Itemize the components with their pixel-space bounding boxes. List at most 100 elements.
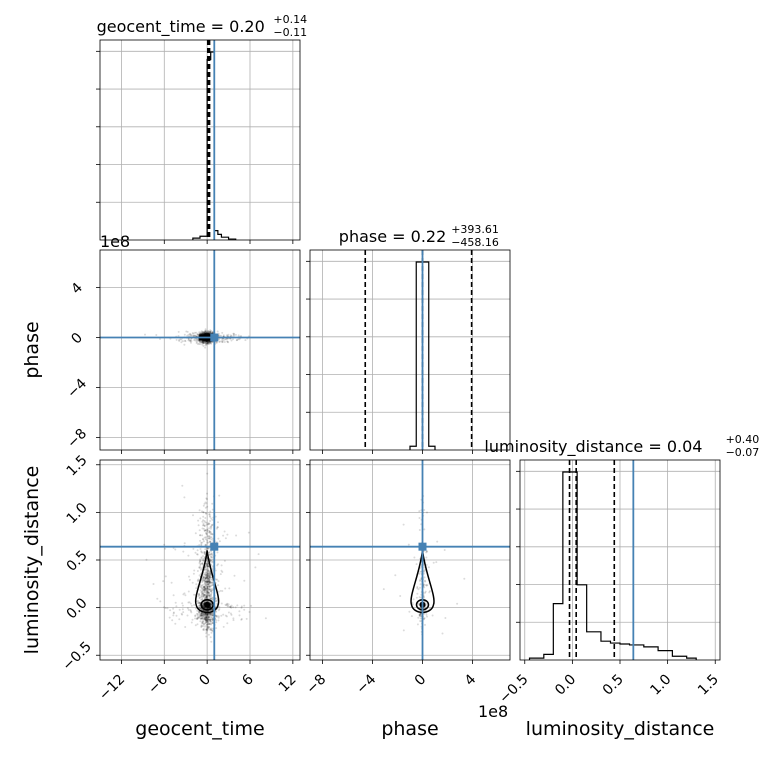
title-geocent_time: geocent_time = 0.20 [97, 17, 265, 37]
panel-geocent_time-vs-phase-point [207, 338, 210, 341]
panel-phase-vs-luminosity_distance-truth-marker [418, 542, 427, 551]
panel-geocent_time-vs-phase-point [207, 331, 210, 334]
panel-geocent_time-vs-phase-point [207, 332, 210, 335]
panel-geocent_time-vs-luminosity_distance-point [209, 540, 212, 543]
panel-phase-vs-luminosity_distance-point [417, 616, 420, 619]
panel-geocent_time-vs-luminosity_distance-point [206, 588, 209, 590]
panel-geocent_time-vs-luminosity_distance-point [210, 536, 213, 539]
panel-geocent_time-vs-luminosity_distance-point [196, 553, 198, 556]
panel-geocent_time-vs-phase-point [207, 333, 210, 336]
panel-geocent_time-vs-luminosity_distance-point [208, 591, 211, 594]
panel-geocent_time-vs-phase-point [207, 338, 209, 341]
panel-geocent_time-vs-phase-point [240, 335, 242, 337]
panel-geocent_time-vs-luminosity_distance-point [211, 618, 214, 621]
panel-geocent_time-vs-luminosity_distance-point [207, 616, 210, 618]
panel-geocent_time-vs-luminosity_distance-point [206, 528, 209, 531]
panel-geocent_time-vs-luminosity_distance-point [207, 616, 210, 619]
panel-geocent_time-vs-luminosity_distance-point [210, 613, 213, 616]
panel-geocent_time-vs-luminosity_distance-point [201, 551, 204, 554]
panel-geocent_time-vs-phase-point [208, 334, 211, 337]
panel-geocent_time-vs-phase-point [207, 339, 210, 342]
panel-geocent_time-vs-luminosity_distance-point [206, 613, 209, 616]
panel-geocent_time-vs-luminosity_distance-point [205, 577, 208, 580]
panel-geocent_time-vs-luminosity_distance-point [205, 576, 208, 579]
panel-phase-vs-luminosity_distance-point [410, 615, 413, 618]
panel-geocent_time-vs-luminosity_distance-point [206, 505, 209, 508]
panel-geocent_time-vs-luminosity_distance-point [199, 517, 202, 520]
panel-geocent_time-vs-phase-point [207, 334, 210, 337]
panel-geocent_time-vs-phase-point [208, 338, 211, 341]
panel-geocent_time-vs-phase-point [204, 331, 207, 333]
panel-geocent_time-vs-luminosity_distance-point [203, 612, 206, 615]
panel-geocent_time-vs-phase-point [207, 332, 210, 335]
panel-geocent_time-vs-phase-point [224, 338, 226, 341]
panel-geocent_time-vs-phase-point [205, 332, 208, 335]
panel-geocent_time-vs-luminosity_distance-point [203, 614, 205, 617]
panel-geocent_time-vs-luminosity_distance-point [209, 584, 212, 587]
panel-geocent_time-vs-luminosity_distance-point [205, 615, 208, 618]
panel-geocent_time-vs-phase-point [207, 333, 210, 336]
panel-geocent_time-vs-phase-point [207, 339, 210, 341]
panel-geocent_time-vs-luminosity_distance-point [197, 602, 199, 605]
panel-geocent_time-vs-luminosity_distance-point [207, 616, 210, 619]
panel-geocent_time-vs-phase-point [234, 333, 237, 336]
title-geocent_time-plus: +0.14 [273, 13, 307, 26]
panel-geocent_time-vs-luminosity_distance-point [205, 619, 208, 622]
panel-geocent_time-vs-luminosity_distance-point [182, 550, 185, 553]
panel-geocent_time-vs-luminosity_distance-point [209, 615, 212, 618]
panel-geocent_time-vs-luminosity_distance-point [204, 618, 207, 621]
panel-geocent_time-vs-phase-point [192, 332, 195, 335]
panel-geocent_time-vs-phase-point [207, 339, 210, 342]
panel-geocent_time-vs-phase-point [207, 341, 210, 344]
panel-geocent_time-vs-luminosity_distance-point [207, 591, 210, 594]
panel-geocent_time-vs-luminosity_distance-point [206, 629, 209, 632]
panel-geocent_time-vs-phase-point [200, 332, 202, 335]
panel-geocent_time-vs-luminosity_distance-point [254, 566, 257, 569]
panel-geocent_time-vs-luminosity_distance-point [198, 613, 201, 616]
panel-geocent_time-vs-luminosity_distance-point [208, 513, 211, 516]
panel-geocent_time-vs-luminosity_distance-point [211, 584, 213, 587]
panel-phase-vs-luminosity_distance-point [382, 588, 385, 591]
panel-geocent_time-vs-luminosity_distance-point [202, 612, 205, 615]
panel-phase-vs-luminosity_distance-point [394, 574, 397, 577]
panel-geocent_time-vs-luminosity_distance-point [208, 588, 211, 591]
panel-phase-vs-luminosity_distance-point [427, 566, 430, 569]
panel-geocent_time-vs-luminosity_distance-point [183, 496, 186, 499]
panel-geocent_time-vs-luminosity_distance-point [172, 607, 175, 610]
panel-geocent_time-vs-luminosity_distance-point [196, 618, 199, 621]
panel-phase-vs-luminosity_distance-point [419, 583, 422, 586]
panel-geocent_time-vs-luminosity_distance-point [201, 524, 204, 527]
panel-geocent_time-vs-luminosity_distance-point [217, 584, 220, 587]
panel-geocent_time-vs-luminosity_distance-point [198, 529, 201, 532]
panel-geocent_time-vs-luminosity_distance-point [207, 569, 209, 572]
ytick-label-phase-0: −8 [64, 426, 90, 452]
panel-geocent_time-vs-luminosity_distance-point [211, 614, 214, 617]
panel-geocent_time-vs-luminosity_distance-point [199, 559, 202, 562]
panel-geocent_time-vs-luminosity_distance-point [230, 606, 233, 609]
panel-geocent_time-vs-luminosity_distance-point [191, 618, 194, 621]
panel-geocent_time-vs-luminosity_distance-point [174, 548, 177, 551]
panel-geocent_time-vs-phase-point [199, 343, 202, 346]
panel-geocent_time-vs-phase-point [184, 340, 187, 343]
panel-geocent_time-vs-luminosity_distance-point [202, 511, 205, 514]
panel-geocent_time-vs-phase-point [207, 338, 210, 341]
panel-geocent_time-vs-luminosity_distance-point [207, 547, 210, 550]
panel-geocent_time-vs-luminosity_distance-point [204, 622, 206, 625]
panel-geocent_time-vs-phase-point [238, 338, 241, 341]
panel-geocent_time-vs-luminosity_distance-point [206, 574, 209, 577]
panel-geocent_time-vs-luminosity_distance-point [201, 621, 204, 624]
panel-geocent_time-vs-luminosity_distance-point [198, 604, 200, 607]
panel-geocent_time-vs-phase-point [207, 334, 210, 336]
panel-geocent_time-vs-phase-point [189, 333, 192, 336]
panel-geocent_time-vs-luminosity_distance-point [202, 504, 205, 507]
panel-geocent_time-vs-phase-point [208, 331, 211, 334]
panel-geocent_time-vs-phase-point [207, 333, 210, 336]
panel-geocent_time-vs-luminosity_distance-point [206, 614, 208, 617]
panel-geocent_time-vs-luminosity_distance-point [207, 578, 210, 581]
panel-geocent_time-vs-luminosity_distance-point [211, 620, 214, 623]
panel-geocent_time-vs-phase-point [187, 338, 190, 341]
panel-geocent_time-vs-luminosity_distance-point [204, 593, 207, 596]
panel-geocent_time-vs-luminosity_distance-point [209, 559, 212, 562]
panel-geocent_time-vs-phase-point [208, 340, 211, 343]
panel-geocent_time-vs-luminosity_distance-point [204, 529, 207, 532]
